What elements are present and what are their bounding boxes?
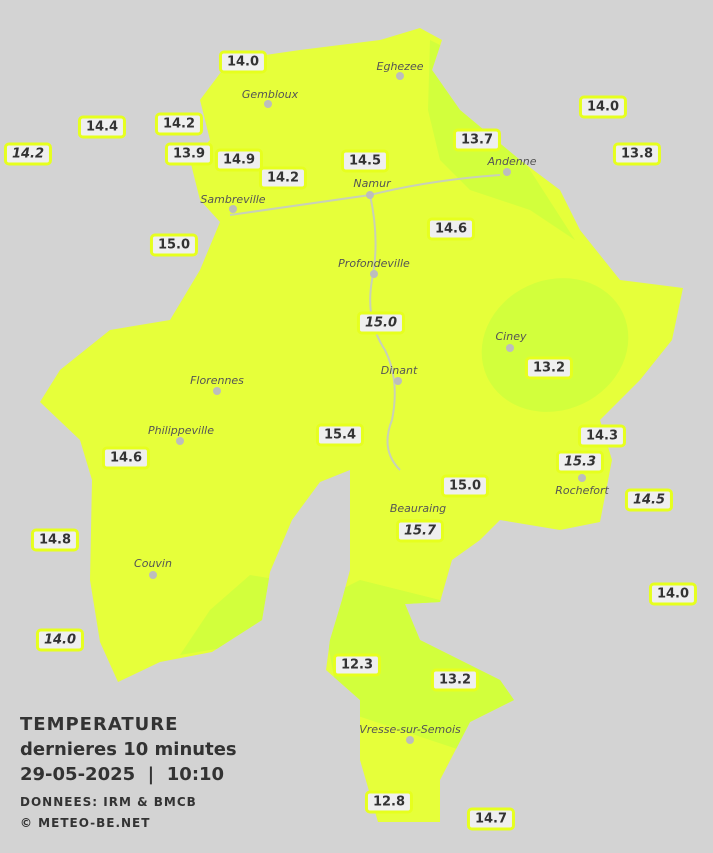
town-dot — [406, 736, 414, 744]
town-dot — [394, 377, 402, 385]
town-namur: Namur — [353, 177, 391, 190]
temperature-label: 14.4 — [77, 115, 127, 139]
temperature-label: 12.8 — [364, 790, 414, 814]
temperature-label: 14.3 — [577, 424, 627, 448]
legend-copyright: © METEO-BE.NET — [20, 816, 151, 830]
temperature-label: 15.0 — [440, 474, 490, 498]
town-philippeville: Philippeville — [148, 424, 214, 437]
temperature-label: 14.6 — [426, 217, 476, 241]
town-dot — [366, 191, 374, 199]
legend-title: TEMPERATURE — [20, 714, 179, 735]
temperature-label: 14.5 — [340, 149, 390, 173]
legend-source: DONNEES: IRM & BMCB — [20, 795, 197, 809]
town-couvin: Couvin — [134, 557, 172, 570]
temperature-label: 15.3 — [555, 450, 605, 474]
temperature-label: 13.7 — [452, 128, 502, 152]
town-profondeville: Profondeville — [338, 257, 410, 270]
town-andenne: Andenne — [487, 155, 537, 168]
town-eghezee: Eghezee — [376, 60, 424, 73]
town-dot — [578, 474, 586, 482]
town-dot — [506, 344, 514, 352]
town-sambreville: Sambreville — [200, 193, 266, 206]
town-dot — [213, 387, 221, 395]
town-dot — [176, 437, 184, 445]
temperature-label: 13.2 — [524, 356, 574, 380]
temperature-label: 14.0 — [218, 50, 268, 74]
temperature-label: 13.9 — [164, 142, 214, 166]
town-dot — [396, 72, 404, 80]
town-dot — [229, 205, 237, 213]
town-florennes: Florennes — [190, 374, 244, 387]
town-beauraing: Beauraing — [389, 502, 447, 515]
town-dinant: Dinant — [380, 364, 418, 377]
temperature-label: 14.6 — [101, 446, 151, 470]
town-dot — [264, 100, 272, 108]
town-vresse-sur-semois: Vresse-sur-Semois — [359, 723, 461, 736]
cool-zone-ciney — [481, 278, 629, 412]
legend-datetime: 29-05-2025 | 10:10 — [20, 764, 225, 785]
temperature-label: 14.2 — [3, 142, 53, 166]
temperature-label: 15.7 — [395, 519, 445, 543]
town-dot — [503, 168, 511, 176]
temperature-label: 14.8 — [30, 528, 80, 552]
temperature-label: 14.2 — [154, 112, 204, 136]
temperature-label: 14.7 — [466, 807, 516, 831]
town-rochefort: Rochefort — [555, 484, 609, 497]
temperature-label: 14.0 — [648, 582, 698, 606]
temperature-label: 14.5 — [624, 488, 674, 512]
town-gembloux: Gembloux — [241, 88, 299, 101]
temperature-label: 14.2 — [258, 166, 308, 190]
temperature-label: 15.4 — [315, 423, 365, 447]
temperature-label: 14.0 — [35, 628, 85, 652]
map-legend: TEMPERATURE dernieres 10 minutes 29-05-2… — [20, 712, 237, 833]
town-dot — [149, 571, 157, 579]
temperature-label: 15.0 — [149, 233, 199, 257]
temperature-label: 15.0 — [356, 311, 406, 335]
temperature-label: 13.2 — [430, 668, 480, 692]
temperature-label: 14.0 — [578, 95, 628, 119]
temperature-label: 14.9 — [214, 148, 264, 172]
town-ciney: Ciney — [495, 330, 527, 343]
town-dot — [370, 270, 378, 278]
temperature-label: 13.8 — [612, 142, 662, 166]
legend-period: dernieres 10 minutes — [20, 739, 237, 760]
temperature-label: 12.3 — [332, 653, 382, 677]
